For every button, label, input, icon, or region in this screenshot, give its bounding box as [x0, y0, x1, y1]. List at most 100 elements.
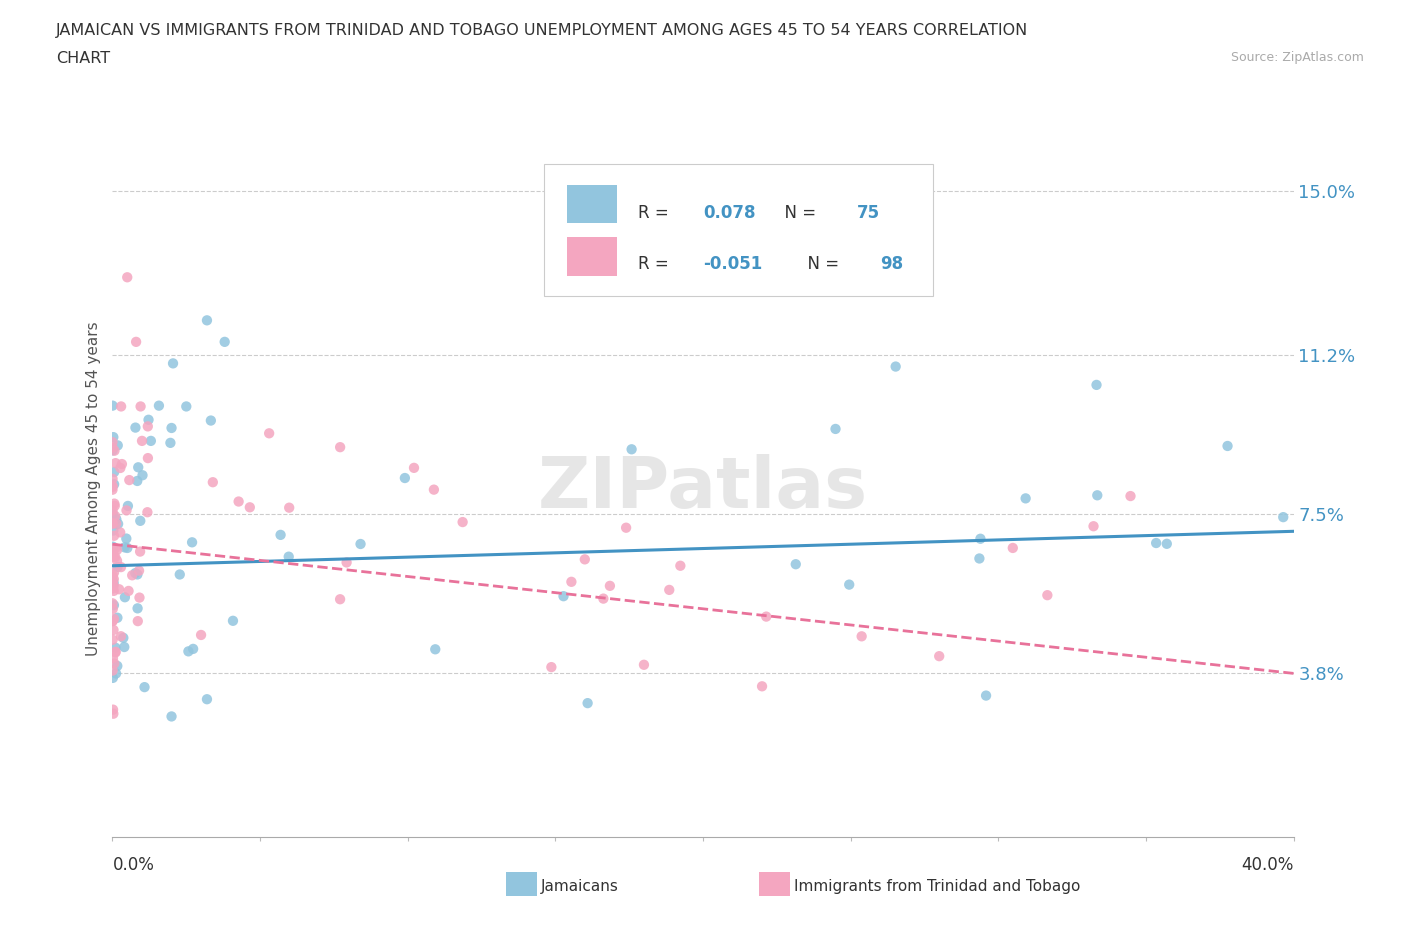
Point — [101, 596, 124, 611]
Point — [103, 598, 125, 613]
Point — [110, 399, 132, 414]
Point — [195, 692, 218, 707]
Point — [103, 565, 125, 580]
Point — [131, 433, 153, 448]
Point — [101, 507, 124, 522]
Point — [105, 512, 128, 526]
Point — [104, 645, 127, 660]
Point — [214, 335, 236, 350]
Point — [592, 591, 614, 606]
Point — [1216, 439, 1239, 454]
Point — [574, 551, 596, 566]
Point — [103, 444, 125, 458]
Point — [928, 649, 950, 664]
Point — [111, 457, 134, 472]
Point — [101, 516, 124, 531]
Point — [103, 576, 125, 591]
Point — [108, 525, 131, 539]
Point — [1272, 510, 1295, 525]
Point — [134, 680, 156, 695]
Point — [329, 591, 352, 606]
Point — [101, 543, 124, 558]
Point — [838, 578, 860, 592]
Point — [117, 270, 138, 285]
Point — [974, 688, 997, 703]
Point — [1036, 588, 1059, 603]
Point — [576, 696, 599, 711]
Point — [101, 570, 124, 585]
Point — [101, 671, 124, 685]
Point — [136, 418, 159, 433]
Point — [129, 399, 152, 414]
Point — [105, 542, 128, 557]
Point — [329, 440, 352, 455]
Point — [669, 558, 692, 573]
Point — [101, 483, 124, 498]
Point — [159, 435, 181, 450]
Point — [103, 464, 125, 479]
Point — [125, 335, 148, 350]
Point — [101, 480, 124, 495]
Point — [127, 473, 149, 488]
Point — [101, 547, 124, 562]
Point — [257, 426, 280, 441]
Point — [101, 503, 124, 518]
Point — [177, 644, 200, 658]
Text: JAMAICAN VS IMMIGRANTS FROM TRINIDAD AND TOBAGO UNEMPLOYMENT AMONG AGES 45 TO 54: JAMAICAN VS IMMIGRANTS FROM TRINIDAD AND… — [56, 23, 1029, 38]
Point — [103, 497, 125, 512]
Point — [160, 709, 183, 724]
Point — [101, 614, 124, 629]
Point — [101, 478, 124, 493]
Point — [104, 498, 127, 513]
Point — [110, 629, 132, 644]
Point — [112, 640, 135, 655]
Text: N =: N = — [773, 204, 821, 221]
Point — [101, 702, 124, 717]
Text: N =: N = — [797, 255, 845, 272]
Point — [148, 398, 170, 413]
Text: 0.078: 0.078 — [703, 204, 755, 221]
Point — [201, 475, 224, 490]
Point — [114, 590, 136, 604]
Point — [599, 578, 621, 593]
Point — [112, 631, 135, 645]
Point — [101, 573, 124, 588]
Point — [162, 356, 184, 371]
Point — [104, 640, 127, 655]
Point — [104, 550, 127, 565]
Point — [127, 459, 149, 474]
Text: Jamaicans: Jamaicans — [541, 879, 619, 894]
Point — [1119, 488, 1142, 503]
Point — [103, 583, 125, 598]
Point — [425, 642, 447, 657]
Point — [181, 535, 204, 550]
Point — [101, 567, 124, 582]
Point — [101, 472, 124, 486]
Point — [101, 614, 124, 629]
Point — [336, 555, 359, 570]
Point — [136, 451, 159, 466]
Point — [969, 551, 991, 566]
Point — [174, 399, 197, 414]
Point — [614, 520, 637, 535]
Point — [195, 312, 218, 327]
Text: CHART: CHART — [56, 51, 110, 66]
Point — [103, 523, 125, 538]
Point — [107, 438, 129, 453]
Point — [423, 482, 446, 497]
Point — [1144, 536, 1167, 551]
Text: Immigrants from Trinidad and Tobago: Immigrants from Trinidad and Tobago — [794, 879, 1081, 894]
Point — [101, 632, 124, 647]
Point — [127, 601, 149, 616]
Text: ZIPatlas: ZIPatlas — [538, 454, 868, 523]
Point — [108, 582, 131, 597]
Point — [278, 500, 301, 515]
Point — [121, 568, 143, 583]
Point — [101, 663, 124, 678]
Point — [110, 560, 132, 575]
Point — [115, 503, 138, 518]
Point — [110, 460, 132, 475]
Point — [114, 540, 136, 555]
Text: R =: R = — [638, 204, 673, 221]
Point — [190, 628, 212, 643]
